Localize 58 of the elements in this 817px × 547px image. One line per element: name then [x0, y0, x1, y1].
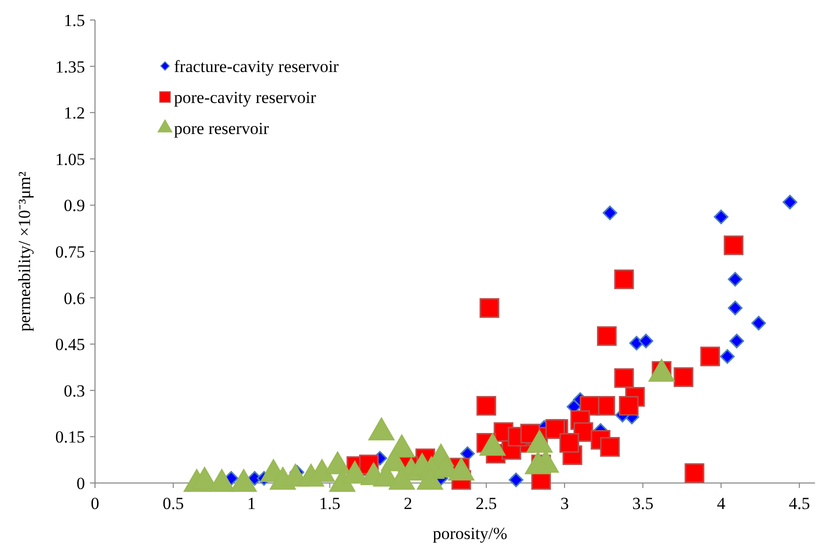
point	[596, 326, 617, 346]
y-tick-label: 1.5	[64, 10, 85, 30]
x-tick-label: 2	[404, 494, 412, 513]
y-tick-label: 0.9	[64, 196, 85, 216]
y-axis-title: permeability/ ×10⁻³μm²	[15, 171, 34, 332]
y-tick-label: 0.6	[64, 288, 85, 308]
point	[208, 469, 235, 492]
point	[480, 298, 500, 318]
legend-label: pore-cavity reservoir	[174, 88, 316, 107]
x-tick-label: 2.5	[476, 494, 497, 513]
y-tick-label: 0.3	[64, 381, 85, 400]
point	[524, 452, 551, 474]
point	[600, 437, 620, 457]
x-tick-label: 4.5	[788, 494, 810, 513]
point	[614, 368, 634, 388]
point	[448, 458, 474, 480]
point	[602, 206, 618, 220]
point	[508, 472, 524, 488]
point	[416, 467, 443, 490]
point	[684, 463, 704, 483]
point	[480, 433, 506, 456]
point	[648, 358, 675, 382]
y-tick-label: 0	[76, 474, 85, 493]
point	[751, 316, 766, 330]
point	[638, 334, 654, 348]
y-tick-label: 0.75	[55, 242, 85, 262]
point	[720, 349, 735, 364]
point	[614, 269, 634, 290]
x-tick-label: 0.5	[162, 494, 184, 513]
x-tick-label: 0	[90, 494, 100, 513]
legend-label: pore reservoir	[174, 118, 270, 138]
x-tick-label: 3	[560, 494, 569, 513]
point	[230, 469, 257, 492]
point	[674, 367, 694, 387]
y-tick-label: 0.15	[55, 428, 85, 447]
point	[728, 300, 742, 316]
point	[388, 467, 415, 490]
x-tick-label: 4	[716, 494, 726, 513]
point	[368, 418, 394, 440]
point	[526, 430, 553, 453]
point	[559, 433, 580, 453]
point	[724, 235, 744, 256]
point	[700, 346, 720, 366]
y-tick-label: 0.45	[55, 335, 85, 354]
y-tick-label: 1.2	[64, 104, 85, 123]
y-tick-label: 1.35	[55, 57, 85, 76]
legend-label: fracture-cavity reservoir	[174, 56, 340, 76]
x-axis-title: porosity/%	[432, 524, 508, 543]
point	[729, 334, 744, 348]
point	[728, 272, 742, 287]
x-tick-label: 1.5	[319, 494, 340, 513]
point	[714, 210, 728, 224]
x-tick-label: 3.5	[632, 494, 654, 513]
point	[618, 396, 639, 416]
x-tick-label: 1	[247, 494, 256, 513]
point	[476, 396, 496, 416]
point	[782, 194, 798, 210]
y-tick-label: 1.05	[55, 150, 85, 169]
